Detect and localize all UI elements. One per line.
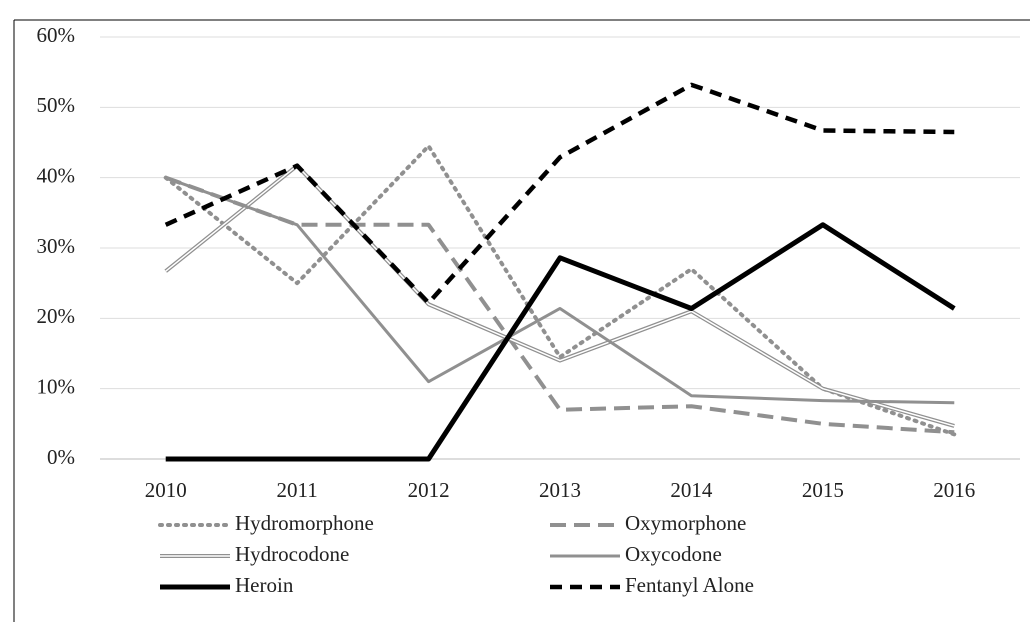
y-tick-label: 40%	[37, 163, 76, 187]
x-tick-label: 2016	[933, 478, 975, 502]
x-tick-label: 2010	[145, 478, 187, 502]
legend-label: Heroin	[235, 573, 294, 597]
y-tick-label: 10%	[37, 374, 76, 398]
series-line	[165, 164, 955, 427]
series-line	[165, 222, 956, 462]
x-tick-label: 2011	[277, 478, 318, 502]
y-tick-label: 50%	[37, 93, 76, 117]
legend-label: Oxymorphone	[625, 511, 746, 535]
y-tick-label: 30%	[37, 234, 76, 258]
x-tick-label: 2012	[408, 478, 450, 502]
y-tick-label: 20%	[37, 304, 76, 328]
y-tick-label: 0%	[47, 445, 75, 469]
legend-label: Hydrocodone	[235, 542, 349, 566]
x-tick-label: 2015	[802, 478, 844, 502]
series-line	[164, 163, 955, 428]
legend-label: Hydromorphone	[235, 511, 374, 535]
x-tick-label: 2013	[539, 478, 581, 502]
legend-label: Fentanyl Alone	[625, 573, 754, 597]
legend-label: Oxycodone	[625, 542, 722, 566]
x-tick-label: 2014	[670, 478, 713, 502]
series-line	[165, 176, 955, 405]
y-tick-label: 60%	[37, 23, 76, 47]
series-line	[164, 82, 955, 306]
